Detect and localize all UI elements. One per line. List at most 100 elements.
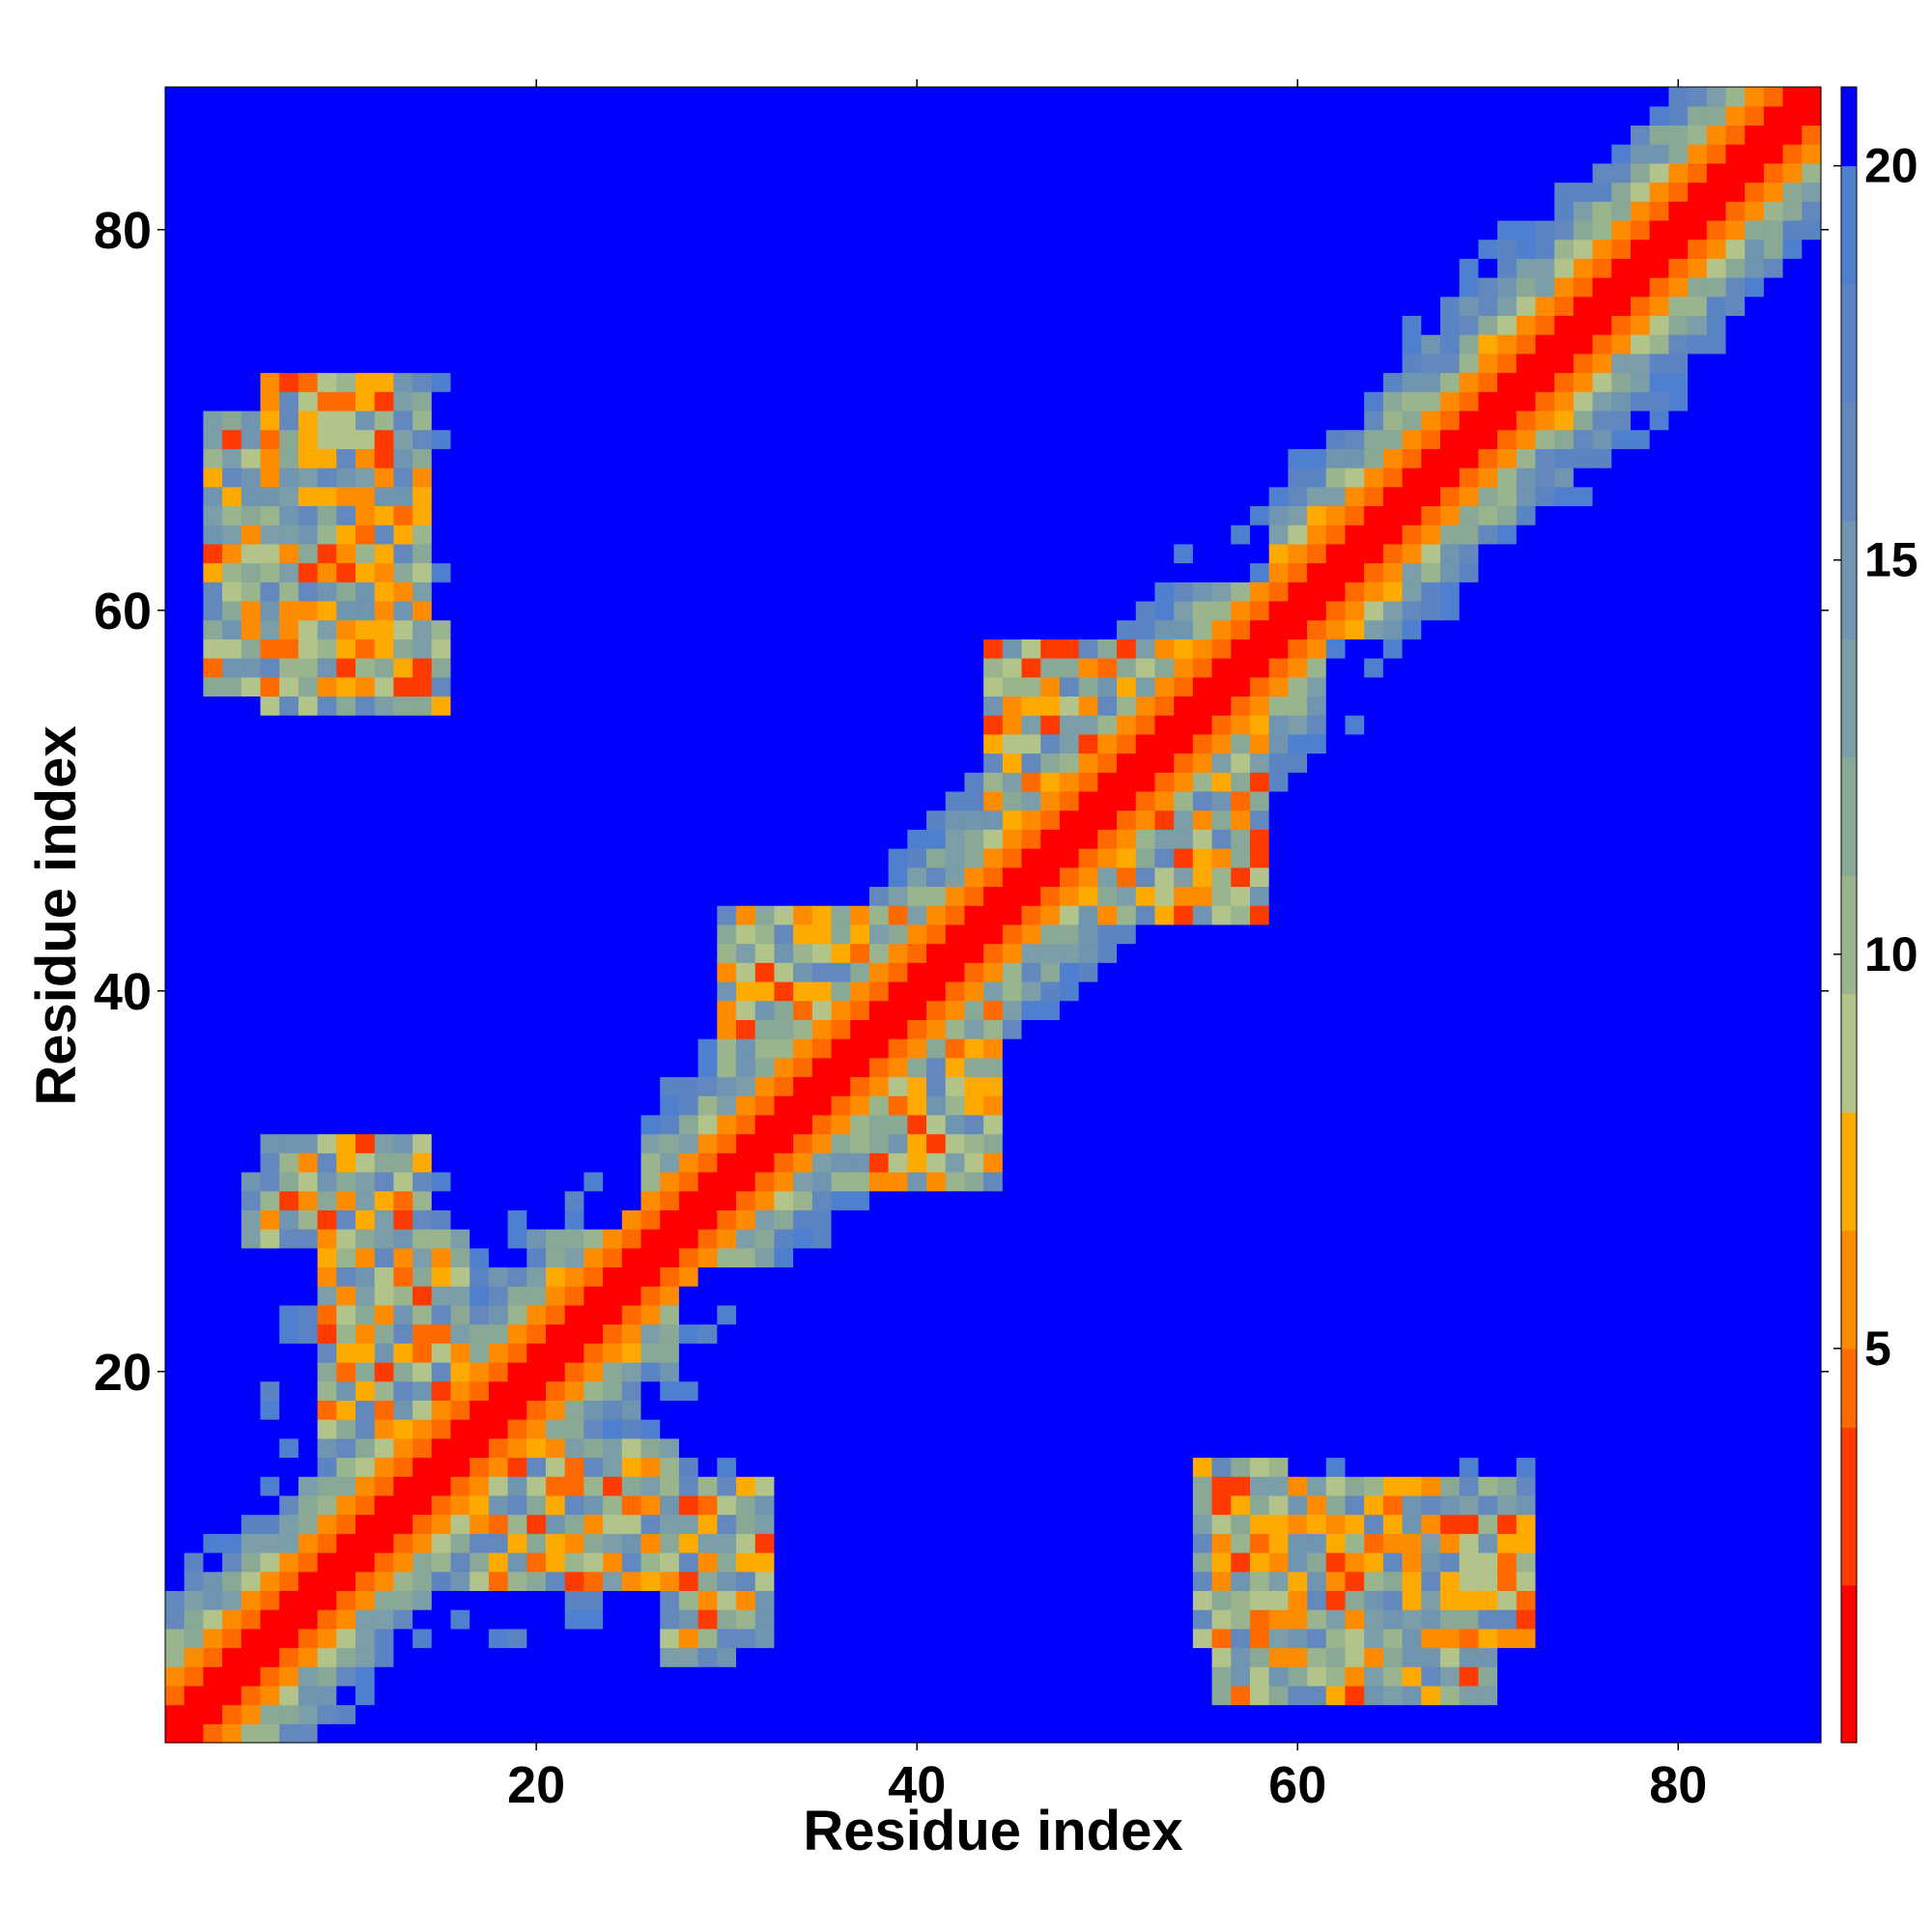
heatmap-cell (774, 1114, 794, 1135)
heatmap-cell (374, 1000, 395, 1020)
heatmap-cell (374, 1361, 395, 1382)
heatmap-cell (450, 1286, 470, 1306)
heatmap-cell (1021, 448, 1041, 469)
heatmap-cell (279, 1343, 299, 1363)
heatmap-cell (1154, 486, 1175, 507)
heatmap-cell (546, 639, 566, 659)
heatmap-cell (564, 505, 585, 526)
heatmap-cell (793, 1019, 813, 1039)
heatmap-cell (1040, 1571, 1061, 1591)
heatmap-cell (431, 600, 452, 621)
heatmap-cell (317, 1380, 337, 1401)
heatmap-cell (526, 1343, 547, 1363)
heatmap-cell (526, 125, 547, 145)
heatmap-cell (888, 429, 908, 449)
heatmap-cell (868, 696, 890, 716)
heatmap-cell (945, 1323, 966, 1344)
heatmap-cell (660, 162, 680, 184)
heatmap-cell (964, 372, 984, 392)
heatmap-cell (717, 1266, 737, 1287)
heatmap-cell (279, 1704, 299, 1724)
heatmap-cell (926, 429, 947, 449)
heatmap-cell (793, 1533, 813, 1553)
heatmap-cell (393, 543, 413, 564)
heatmap-cell (774, 1057, 794, 1078)
heatmap-cell (603, 525, 623, 545)
heatmap-cell (850, 1666, 870, 1687)
heatmap-cell (754, 1437, 776, 1459)
heatmap-cell (165, 1419, 185, 1439)
heatmap-cell (640, 639, 661, 659)
heatmap-cell (1135, 1323, 1156, 1344)
heatmap-cell (1211, 543, 1232, 564)
heatmap-cell (1249, 1247, 1270, 1268)
heatmap-cell (793, 1076, 813, 1096)
heatmap-cell (317, 1400, 337, 1420)
heatmap-cell (811, 1609, 833, 1630)
heatmap-cell (907, 1171, 927, 1192)
heatmap-cell (831, 790, 851, 811)
heatmap-cell (1059, 201, 1080, 221)
heatmap-cell (355, 201, 376, 221)
heatmap-cell (241, 468, 262, 488)
heatmap-cell (355, 790, 376, 811)
heatmap-cell (260, 1247, 280, 1268)
heatmap-cell (526, 1190, 547, 1210)
heatmap-cell (850, 1380, 870, 1401)
heatmap-cell (1078, 125, 1098, 145)
heatmap-cell (298, 1133, 319, 1153)
heatmap-cell (850, 943, 870, 963)
heatmap-cell (393, 1647, 413, 1667)
heatmap-cell (621, 1419, 642, 1439)
heatmap-cell (811, 505, 833, 526)
heatmap-cell (1211, 1038, 1232, 1059)
heatmap-cell (1192, 1533, 1213, 1553)
heatmap-cell (754, 543, 776, 564)
heatmap-cell (1154, 410, 1175, 431)
heatmap-cell (754, 1095, 776, 1116)
heatmap-cell (279, 867, 299, 888)
heatmap-cell (564, 1457, 585, 1477)
heatmap-cell (697, 1494, 718, 1516)
heatmap-cell (697, 1647, 718, 1667)
heatmap-cell (717, 1361, 737, 1382)
heatmap-cell (1211, 696, 1232, 716)
heatmap-cell (678, 1419, 699, 1439)
heatmap-cell (736, 1152, 756, 1173)
heatmap-cell (450, 790, 470, 811)
heatmap-cell (336, 562, 356, 582)
heatmap-cell (888, 905, 908, 925)
heatmap-cell (660, 1628, 680, 1649)
heatmap-cell (793, 162, 813, 184)
heatmap-cell (431, 639, 452, 659)
heatmap-cell (983, 1647, 1004, 1667)
heatmap-cell (583, 600, 604, 621)
heatmap-cell (660, 619, 680, 639)
heatmap-cell (165, 1723, 185, 1744)
heatmap-cell (1231, 543, 1251, 564)
heatmap-cell (850, 1419, 870, 1439)
heatmap-cell (336, 1685, 356, 1706)
heatmap-cell (964, 886, 984, 906)
heatmap-cell (603, 1476, 623, 1496)
heatmap-cell (660, 886, 680, 906)
heatmap-cell (1059, 943, 1080, 963)
heatmap-cell (374, 543, 395, 564)
heatmap-cell (317, 1437, 337, 1459)
heatmap-cell (374, 1419, 395, 1439)
heatmap-cell (945, 980, 966, 1002)
heatmap-cell (241, 1380, 262, 1401)
heatmap-cell (184, 1666, 204, 1687)
heatmap-cell (1211, 1304, 1232, 1325)
heatmap-cell (393, 372, 413, 392)
heatmap-cell (868, 1190, 890, 1210)
heatmap-cell (165, 848, 185, 868)
heatmap-cell (1078, 1494, 1098, 1516)
heatmap-cell (1059, 1286, 1080, 1306)
heatmap-cell (1059, 829, 1080, 849)
heatmap-cell (279, 829, 299, 849)
heatmap-cell (811, 619, 833, 639)
heatmap-cell (260, 905, 280, 925)
heatmap-cell (1002, 87, 1023, 107)
heatmap-cell (507, 886, 527, 906)
